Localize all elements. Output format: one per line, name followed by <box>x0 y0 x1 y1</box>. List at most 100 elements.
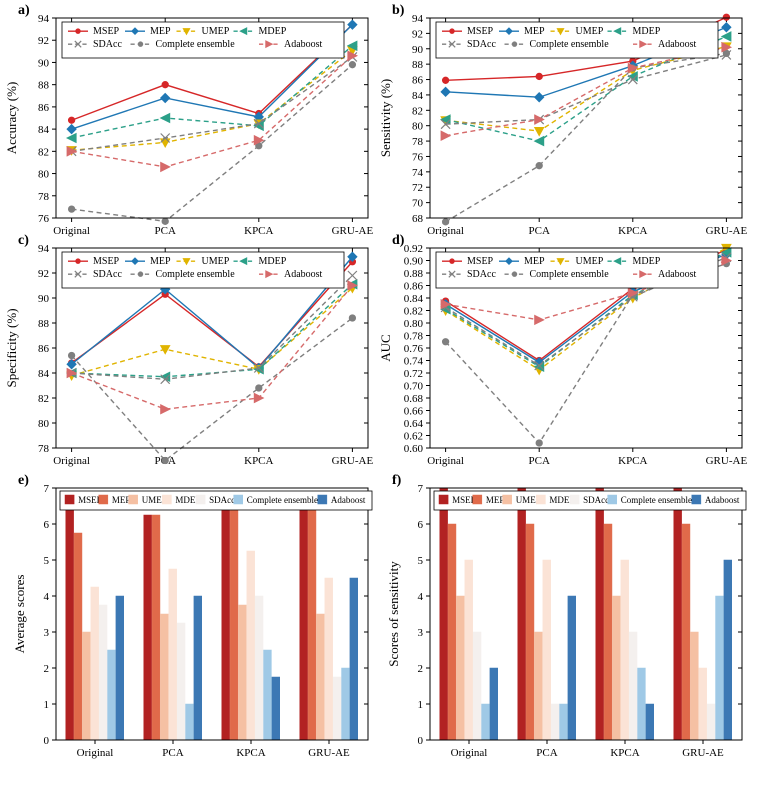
legend-label: Adaboost <box>658 269 697 280</box>
ytick-label: 88 <box>38 318 50 330</box>
ytick-label: 0.80 <box>404 318 424 330</box>
bar <box>699 668 707 740</box>
xtick-label: Original <box>427 455 464 467</box>
xtick-label: KPCA <box>618 225 647 237</box>
bar <box>264 650 272 740</box>
ytick-label: 84 <box>38 368 50 380</box>
ytick-label: 6 <box>44 519 50 531</box>
legend-label: Adaboost <box>658 39 697 50</box>
ytick-label: 84 <box>412 90 424 102</box>
legend-swatch <box>129 495 138 504</box>
ytick-label: 92 <box>38 268 49 280</box>
bar <box>716 596 724 740</box>
ytick-label: 80 <box>38 418 50 430</box>
xtick-label: KPCA <box>618 455 647 467</box>
panel-label: b) <box>392 3 405 18</box>
ytick-label: 88 <box>412 59 424 71</box>
legend-label: MDEP <box>633 256 661 267</box>
ytick-label: 0.64 <box>404 418 424 430</box>
series-line <box>72 286 353 410</box>
legend-swatch <box>65 495 74 504</box>
series-line <box>72 46 353 138</box>
ytick-label: 0.90 <box>404 256 424 268</box>
bar <box>186 704 194 740</box>
legend-label: UMEP <box>202 256 230 267</box>
ytick-label: 74 <box>412 167 424 179</box>
panel-label: c) <box>18 233 29 248</box>
xtick-label: KPCA <box>610 747 639 759</box>
ytick-label: 86 <box>412 75 424 87</box>
bar <box>612 596 620 740</box>
legend-label: MEP <box>524 256 545 267</box>
ytick-label: 2 <box>44 663 50 675</box>
ytick-label: 0.62 <box>404 431 423 443</box>
xtick-label: KPCA <box>236 747 265 759</box>
legend-label: Adaboost <box>284 39 323 50</box>
ytick-label: 5 <box>44 555 50 567</box>
ytick-label: 0.72 <box>404 368 423 380</box>
ytick-label: 7 <box>418 483 424 495</box>
legend-swatch <box>473 495 482 504</box>
ytick-label: 90 <box>38 293 50 305</box>
legend-label: UMEP <box>576 26 604 37</box>
y-axis-label: Average scores <box>12 575 27 654</box>
legend-label: MEP <box>150 26 171 37</box>
ytick-label: 0.68 <box>404 393 424 405</box>
bar <box>440 488 448 740</box>
ytick-label: 0.92 <box>404 243 423 255</box>
bar <box>255 596 263 740</box>
bar <box>222 497 230 740</box>
bar <box>456 596 464 740</box>
bar <box>74 533 82 740</box>
legend-label: SDAcc <box>209 495 235 505</box>
legend-swatch <box>439 495 448 504</box>
bar <box>596 488 604 740</box>
bar <box>490 668 498 740</box>
y-axis-label: Specificity (%) <box>4 308 19 387</box>
ytick-label: 76 <box>38 213 50 225</box>
ytick-label: 92 <box>412 28 423 40</box>
bar <box>534 632 542 740</box>
bar <box>482 704 490 740</box>
ytick-label: 68 <box>412 213 424 225</box>
ytick-label: 78 <box>38 443 50 455</box>
ytick-label: 6 <box>418 519 424 531</box>
ytick-label: 94 <box>38 13 50 25</box>
ytick-label: 0.84 <box>404 293 424 305</box>
ytick-label: 0.66 <box>404 406 424 418</box>
ytick-label: 0.78 <box>404 331 424 343</box>
xtick-label: Original <box>77 747 114 759</box>
legend-label: MEP <box>524 26 545 37</box>
xtick-label: GRU-AE <box>682 747 724 759</box>
bar <box>518 488 526 740</box>
ytick-label: 2 <box>418 663 424 675</box>
ytick-label: 82 <box>38 393 49 405</box>
legend-label: Adaboost <box>331 495 366 505</box>
bar <box>350 578 358 740</box>
xtick-label: KPCA <box>244 455 273 467</box>
ytick-label: 88 <box>38 80 50 92</box>
legend-label: Adaboost <box>705 495 740 505</box>
xtick-label: Original <box>53 225 90 237</box>
xtick-label: Original <box>451 747 488 759</box>
ytick-label: 92 <box>38 35 49 47</box>
legend-label: Complete ensemble <box>247 495 318 505</box>
legend-label: MEP <box>486 495 505 505</box>
bar <box>116 596 124 740</box>
panel-label: a) <box>18 3 30 18</box>
bar <box>152 515 160 740</box>
bar <box>568 596 576 740</box>
ytick-label: 76 <box>412 151 424 163</box>
ytick-label: 84 <box>38 124 50 136</box>
ytick-label: 1 <box>418 699 424 711</box>
bar <box>646 704 654 740</box>
bar <box>177 623 185 740</box>
legend-label: UMEP <box>202 26 230 37</box>
legend-label: MEP <box>112 495 131 505</box>
legend-label: SDAcc <box>467 39 496 50</box>
xtick-label: PCA <box>528 455 549 467</box>
bar <box>108 650 116 740</box>
ytick-label: 78 <box>412 136 424 148</box>
legend-label: MDEP <box>259 26 287 37</box>
series-line <box>72 65 353 222</box>
